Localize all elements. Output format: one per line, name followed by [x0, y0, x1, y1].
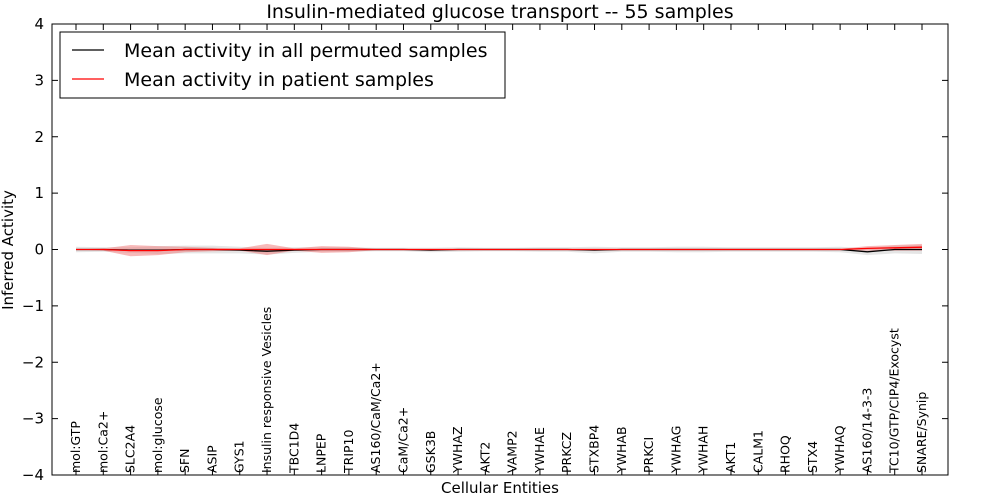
x-tick-label: PRKCI — [641, 437, 656, 473]
x-tick-label: YWHAG — [668, 426, 683, 474]
y-tick-label: −2 — [22, 353, 44, 371]
y-tick-label: 3 — [34, 71, 44, 89]
x-tick-label: CaM/Ca2+ — [396, 407, 411, 473]
x-tick-label: GYS1 — [232, 440, 247, 473]
x-tick-label: AKT2 — [477, 442, 492, 473]
legend-label-patient: Mean activity in patient samples — [124, 69, 434, 91]
x-tick-label: STXBP4 — [587, 425, 602, 473]
x-tick-label: RHOQ — [778, 435, 793, 473]
y-tick-label: −4 — [22, 466, 44, 484]
x-axis-label: Cellular Entities — [441, 479, 559, 497]
y-tick-label: −1 — [22, 297, 44, 315]
x-tick-label: AS160/14-3-3 — [859, 388, 874, 473]
y-axis-label: Inferred Activity — [0, 190, 17, 310]
x-tick-label: SNARE/Synip — [914, 392, 929, 473]
chart-title: Insulin-mediated glucose transport -- 55… — [266, 1, 733, 23]
y-tick-label: 4 — [34, 15, 44, 33]
x-tick-label: PRKCZ — [559, 432, 574, 473]
x-tick-label: LNPEP — [314, 433, 329, 473]
x-tick-label: YWHAQ — [832, 425, 847, 474]
x-tick-label: ASIP — [205, 445, 220, 473]
x-axis-ticks: mol:GTP mol:Ca2+ SLC2A4 mol:glucose SFN ASIP G… — [68, 24, 929, 475]
x-tick-label: mol:GTP — [68, 421, 83, 473]
x-tick-label: VAMP2 — [505, 430, 520, 473]
legend: Mean activity in all permuted samples Me… — [59, 31, 506, 99]
x-tick-label: AKT1 — [723, 442, 738, 473]
x-tick-label: YWHAH — [696, 426, 711, 474]
y-tick-label: 1 — [34, 184, 44, 202]
x-tick-label: YWHAE — [532, 427, 547, 474]
x-tick-label: YWHAZ — [450, 426, 465, 474]
x-tick-label: AS160/CaM/Ca2+ — [368, 362, 383, 473]
legend-box — [59, 31, 506, 99]
line-series-1 — [76, 246, 923, 252]
x-tick-label: CALM1 — [750, 430, 765, 473]
x-tick-label: SLC2A4 — [123, 425, 138, 473]
x-tick-label: TRIP10 — [341, 430, 356, 474]
x-tick-label: YWHAB — [614, 426, 629, 474]
y-tick-label: −3 — [22, 410, 44, 428]
series-lines — [76, 246, 923, 253]
legend-label-permuted: Mean activity in all permuted samples — [124, 40, 487, 62]
x-tick-label: GSK3B — [423, 431, 438, 473]
x-tick-label: TBC1D4 — [286, 423, 301, 474]
x-tick-label: mol:glucose — [150, 397, 165, 473]
y-axis-ticks: −4 −3 −2 −1 0 1 2 3 4 — [22, 15, 948, 484]
x-tick-label: TC10/GTP/CIP4/Exocyst — [887, 328, 902, 474]
y-tick-label: 0 — [34, 241, 44, 259]
y-tick-label: 2 — [34, 128, 44, 146]
x-tick-label: Insulin responsive Vesicles — [259, 307, 274, 473]
x-tick-label: SFN — [177, 449, 192, 473]
x-tick-label: mol:Ca2+ — [95, 411, 110, 473]
x-tick-label: STX4 — [805, 441, 820, 473]
